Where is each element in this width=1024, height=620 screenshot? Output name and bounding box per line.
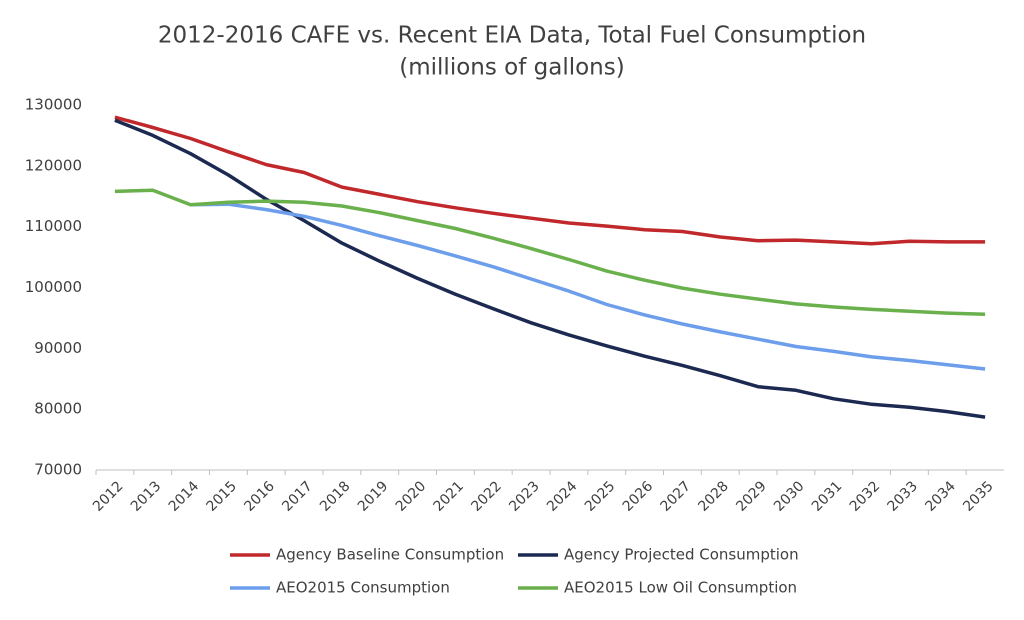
y-tick-label: 130000 [25, 96, 82, 114]
series-line [190, 202, 986, 371]
legend-label: AEO2015 Low Oil Consumption [564, 579, 797, 597]
series-line [114, 118, 986, 419]
legend-label: AEO2015 Consumption [276, 579, 450, 597]
legend-label: Agency Baseline Consumption [276, 546, 504, 564]
y-tick-label: 110000 [25, 217, 82, 235]
y-tick-label: 70000 [34, 461, 82, 479]
legend-label: Agency Projected Consumption [564, 546, 799, 564]
series-line [114, 188, 986, 317]
y-tick-label: 100000 [25, 278, 82, 296]
y-tick-label: 120000 [25, 156, 82, 174]
series-line [114, 115, 986, 246]
chart-title: 2012-2016 CAFE vs. Recent EIA Data, Tota… [158, 23, 866, 49]
y-tick-label: 90000 [34, 339, 82, 357]
chart-subtitle: (millions of gallons) [399, 55, 624, 81]
y-tick-label: 80000 [34, 400, 82, 418]
